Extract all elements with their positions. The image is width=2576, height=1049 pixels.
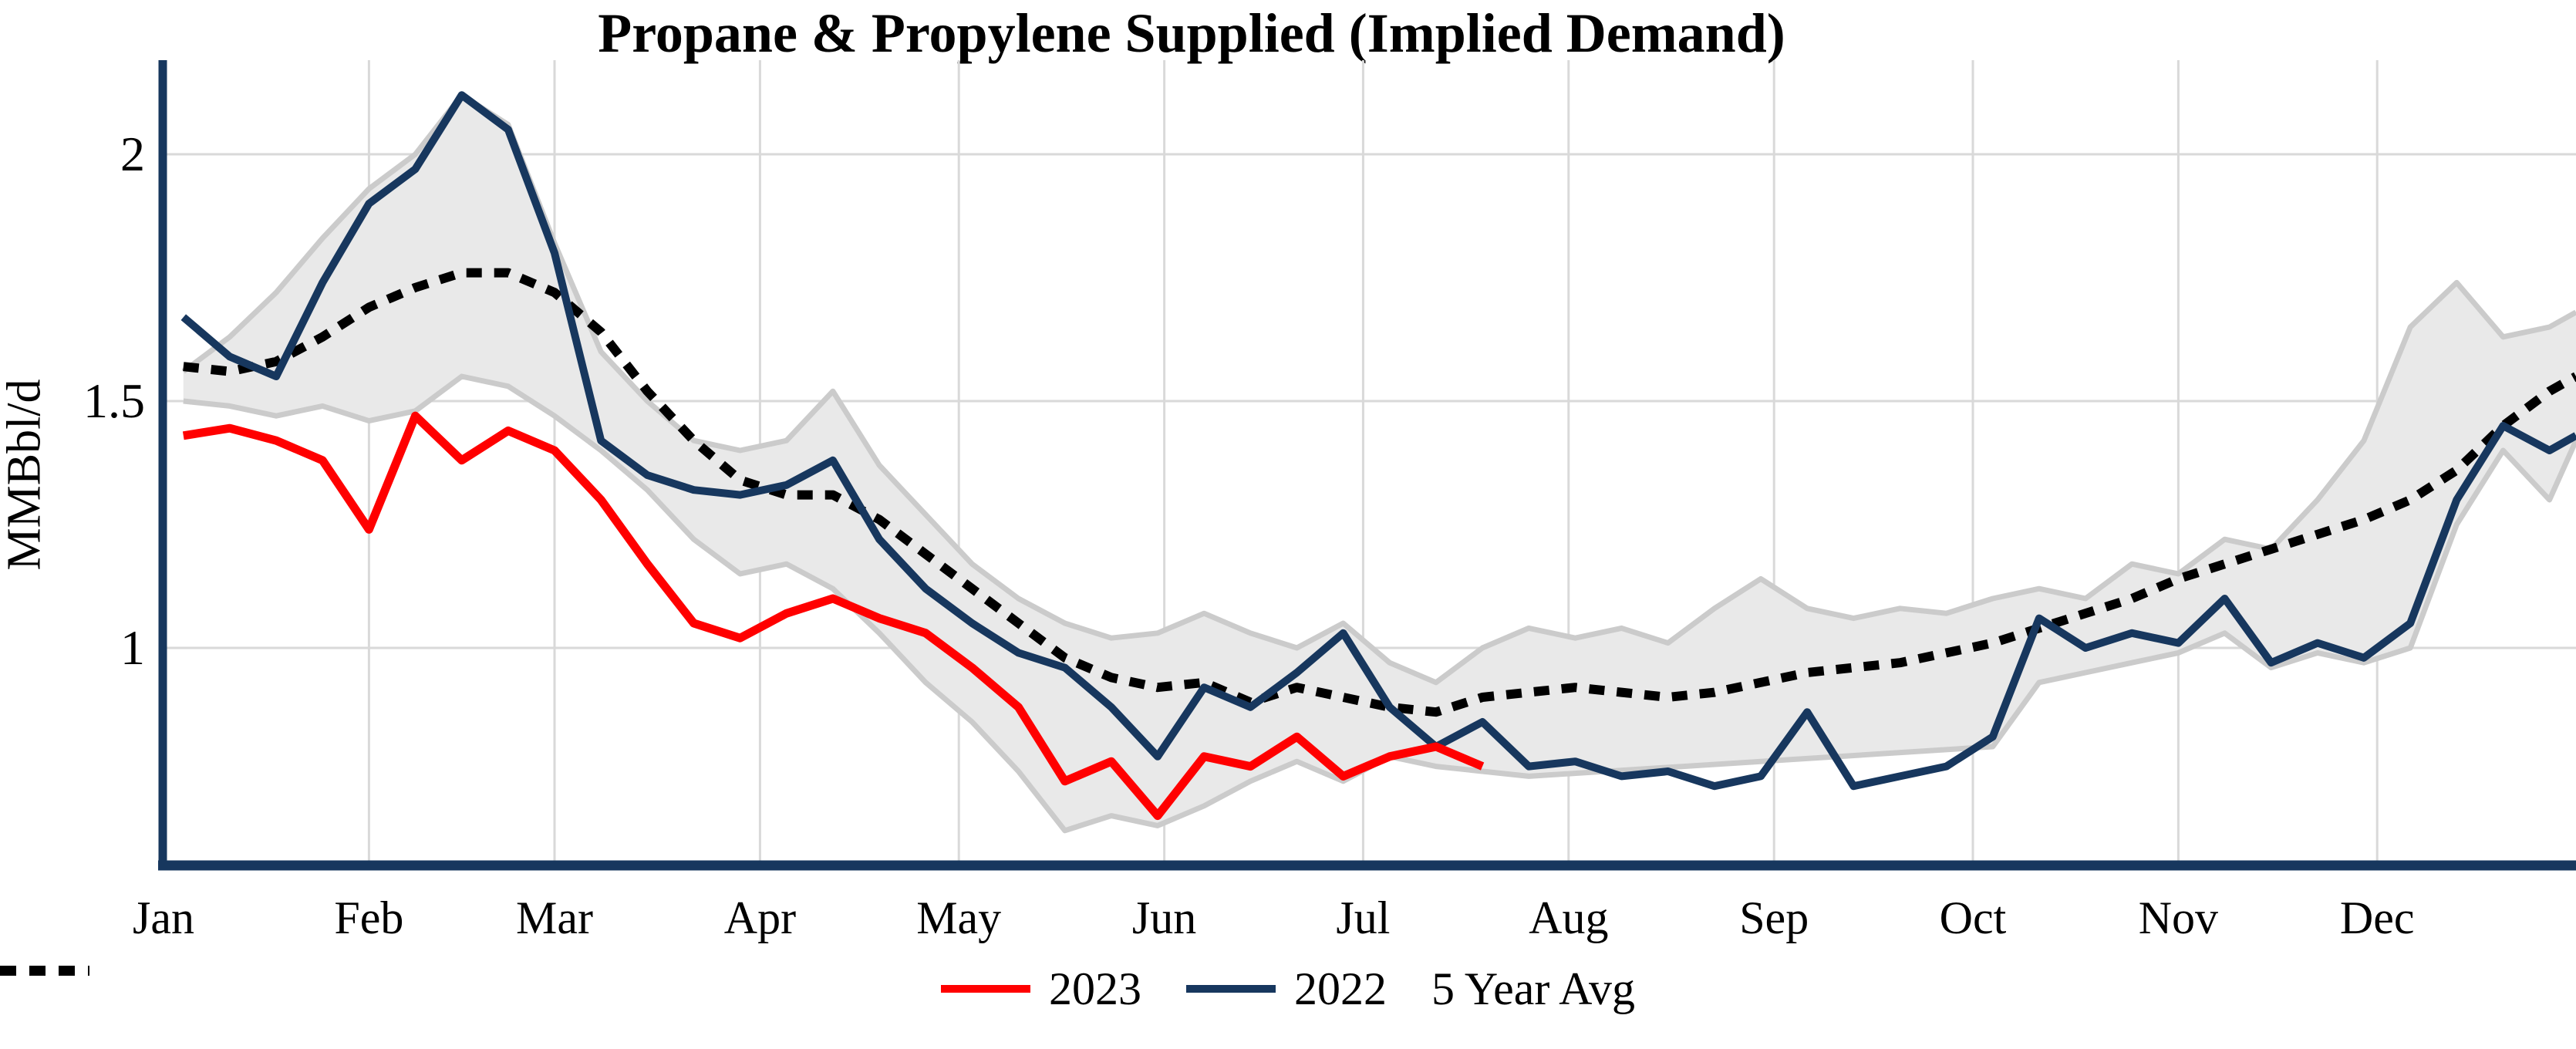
x-tick-label-sep: Sep	[1739, 892, 1809, 943]
legend-swatch-2022-line	[1186, 985, 1276, 993]
band-lower-edge	[183, 373, 2576, 834]
x-tick-label-oct: Oct	[1940, 892, 2007, 943]
x-tick-label-may: May	[916, 892, 1001, 943]
x-tick-label-dec: Dec	[2340, 892, 2415, 943]
chart-title: Propane & Propylene Supplied (Implied De…	[598, 2, 1785, 64]
y-tick-label-1: 1	[120, 620, 145, 675]
legend-item-2023: 2023	[941, 966, 1141, 1012]
legend-item-2022: 2022	[1186, 966, 1387, 1012]
legend-item-5yr-avg: 5 Year Avg	[0, 963, 1635, 1014]
series-2022-line	[180, 91, 2576, 791]
x-tick-label-feb: Feb	[334, 892, 403, 943]
legend-swatch-5yr-avg-dotted-line	[0, 966, 89, 976]
series-2023-line	[182, 411, 1485, 821]
legend-label-2022: 2022	[1294, 963, 1387, 1014]
x-tick-label-mar: Mar	[516, 892, 593, 943]
band-upper-edge	[181, 92, 2576, 686]
legend: 2023 2022 5 Year Avg	[0, 966, 2576, 1012]
x-tick-label-jun: Jun	[1132, 892, 1196, 943]
y-tick-label-1.5: 1.5	[83, 373, 145, 428]
x-tick-label-aug: Aug	[1529, 892, 1608, 943]
x-tick-label-apr: Apr	[724, 892, 796, 943]
y-tick-label-2: 2	[120, 126, 145, 181]
x-tick-label-jul: Jul	[1336, 892, 1390, 943]
legend-label-5yr-avg: 5 Year Avg	[1431, 963, 1635, 1014]
x-tick-label-nov: Nov	[2139, 892, 2218, 943]
legend-label-2023: 2023	[1049, 963, 1142, 1014]
x-tick-label-jan: Jan	[133, 892, 194, 943]
legend-swatch-2023-line	[941, 985, 1031, 993]
five-year-avg-line	[183, 268, 2576, 717]
